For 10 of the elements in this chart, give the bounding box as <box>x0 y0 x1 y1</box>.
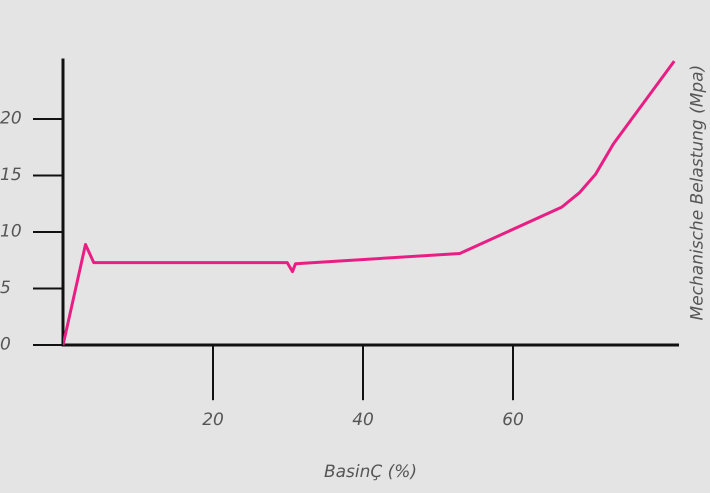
y-tick-label: 10 <box>0 221 22 242</box>
x-tick-label: 60 <box>502 410 524 430</box>
x-tick-label: 40 <box>352 410 374 430</box>
y-tick-label: 20 <box>0 108 22 128</box>
y-tick-label: 15 <box>0 164 22 185</box>
x-tick-label: 20 <box>202 410 224 430</box>
y-axis-title: Mechanische Belastung (Mpa) <box>687 64 708 320</box>
y-tick-label: 0 <box>0 334 11 355</box>
y-tick-label: 5 <box>0 278 11 298</box>
x-axis-title: BasinÇ (%) <box>324 462 418 482</box>
